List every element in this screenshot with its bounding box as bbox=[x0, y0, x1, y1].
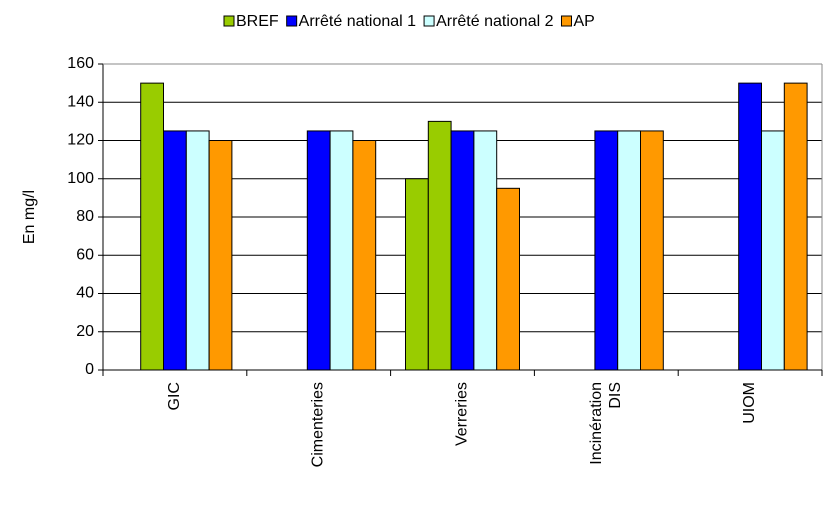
bar bbox=[140, 82, 164, 371]
x-tick-label: Cimenteries bbox=[310, 382, 327, 467]
x-tick-label-line: GIC bbox=[166, 382, 183, 410]
bar bbox=[450, 130, 475, 371]
y-tick-label: 120 bbox=[67, 132, 94, 149]
bar bbox=[738, 82, 763, 371]
legend-label: AP bbox=[573, 13, 594, 30]
x-tick-label: Verreries bbox=[454, 382, 471, 446]
y-tick-label: 160 bbox=[67, 55, 94, 72]
legend-label: Arrêté national 1 bbox=[299, 13, 417, 30]
y-tick-label: 60 bbox=[76, 246, 94, 263]
bar bbox=[163, 130, 187, 371]
bar bbox=[594, 130, 619, 371]
bar bbox=[185, 130, 210, 371]
legend-swatch bbox=[286, 15, 298, 27]
x-tick-label: UIOM bbox=[741, 382, 758, 424]
legend-swatch bbox=[560, 15, 572, 27]
y-tick-label: 40 bbox=[76, 285, 94, 302]
bar bbox=[405, 178, 429, 371]
bar bbox=[473, 130, 498, 371]
x-tick-label: Incinération DIS bbox=[588, 382, 624, 465]
bar bbox=[427, 120, 452, 371]
y-tick-label: 140 bbox=[67, 93, 94, 110]
legend-swatch bbox=[423, 15, 435, 27]
bar bbox=[617, 130, 642, 371]
bar bbox=[329, 130, 354, 371]
y-tick-label: 0 bbox=[85, 361, 94, 378]
x-tick-label-line: Cimenteries bbox=[310, 382, 327, 467]
bar bbox=[783, 82, 808, 371]
bar bbox=[640, 130, 664, 371]
bar bbox=[496, 187, 521, 371]
bar bbox=[306, 130, 331, 371]
bar bbox=[352, 140, 377, 371]
legend-swatch bbox=[223, 15, 235, 27]
y-axis-label: En mg/l bbox=[21, 190, 38, 244]
x-tick-label: GIC bbox=[166, 382, 183, 410]
legend-label: Arrêté national 2 bbox=[436, 13, 554, 30]
x-tick-label-line: Verreries bbox=[454, 382, 471, 446]
x-tick-label-line: UIOM bbox=[741, 382, 758, 424]
y-tick-label: 80 bbox=[76, 208, 94, 225]
bar bbox=[761, 130, 785, 371]
y-tick-label: 20 bbox=[76, 323, 94, 340]
legend-label: BREF bbox=[236, 13, 279, 30]
bar bbox=[208, 140, 233, 371]
x-tick-label-line: DIS bbox=[607, 382, 624, 409]
x-tick-label-line: Incinération bbox=[588, 382, 605, 465]
y-tick-label: 100 bbox=[67, 170, 94, 187]
